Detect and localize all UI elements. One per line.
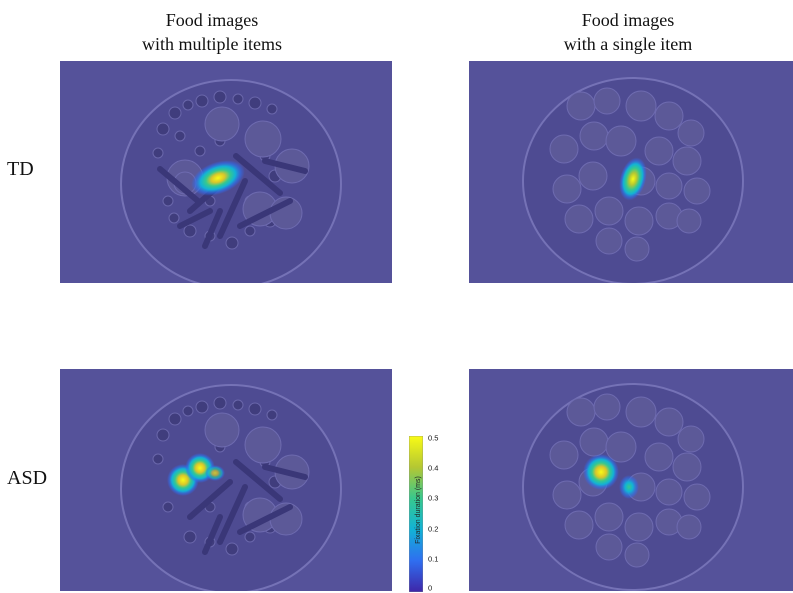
colorbar-gradient [409,436,423,592]
colorbar-tick: 0 [428,583,433,593]
fixation-hotspot [191,160,245,196]
row-label-td: TD [7,158,34,180]
column-title-single: Food images with a single item [508,8,748,56]
row-label-asd: ASD [7,467,48,489]
food-slices-icon [166,106,310,230]
colorbar-tick: 0.4 [428,463,439,473]
fixation-hotspot [619,475,639,499]
column-title-multiple: Food images with multiple items [92,8,332,56]
food-slices-single-icon [549,87,711,262]
column-title-line2: with multiple items [142,34,282,54]
column-title-line1: Food images [581,10,675,30]
colorbar-label: Fixation duration (ms) [415,476,422,544]
plate-icon [120,384,342,591]
food-sticks-icon [187,459,308,555]
column-title-line2: with a single item [563,34,693,54]
fixation-hotspot [205,465,225,481]
colorbar-tick: 0.2 [428,524,439,534]
colorbar [409,436,423,592]
heatmap-asd-single [469,369,793,591]
heatmap-td-single [469,61,793,283]
colorbar-tick: 0.1 [428,554,439,564]
colorbar-ticks: 0.5 0.4 0.3 0.2 0.1 0 [428,433,452,593]
fixation-hotspot [619,157,647,201]
column-title-line1: Food images [165,10,259,30]
colorbar-tick: 0.3 [428,493,439,503]
colorbar-tick: 0.5 [428,433,439,443]
fixation-hotspot [583,454,619,490]
heatmap-td-multiple [60,61,392,283]
heatmap-asd-multiple [60,369,392,591]
